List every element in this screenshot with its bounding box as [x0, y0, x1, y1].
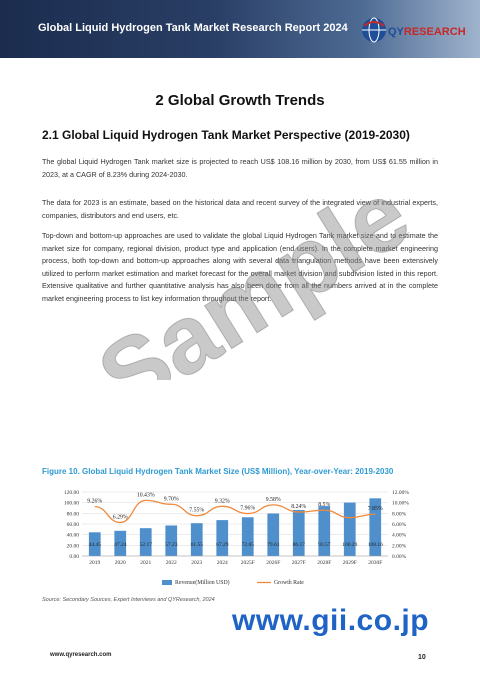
report-title: Global Liquid Hydrogen Tank Market Resea…: [38, 22, 348, 34]
revenue-bar: [216, 520, 229, 556]
logo-prefix: QY: [388, 26, 404, 38]
bar-value-label: 79.61: [267, 542, 280, 548]
growth-rate-label: 9.26%: [87, 499, 102, 505]
paragraph: The global Liquid Hydrogen Tank market s…: [42, 157, 438, 179]
bar-layer: [88, 498, 382, 556]
x-tick-label: 2020: [115, 560, 126, 566]
legend-growth-label: Growth Rate: [274, 580, 304, 586]
label-layer: 44.45 47.24 52.17 57.23 61.55 67.29 72.65 79.61…: [87, 492, 383, 548]
legend-revenue-swatch: [162, 580, 172, 585]
page-number: 10: [418, 654, 426, 661]
source-note: Source: Secondary Sources, Expert Interv…: [42, 597, 215, 603]
revenue-bar: [88, 532, 101, 556]
y-tick-label: 20.00: [67, 543, 80, 549]
section-title: 2.1 Global Liquid Hydrogen Tank Market P…: [42, 128, 410, 142]
growth-rate-label: 9.70%: [164, 496, 179, 502]
bar-value-label: 57.23: [165, 542, 178, 548]
bar-value-label: 86.17: [293, 542, 306, 548]
qyresearch-logo: QYRESEARCH: [360, 16, 466, 46]
growth-rate-label: 10.43%: [137, 492, 155, 498]
legend-revenue-label: Revenue(Million USD): [175, 579, 230, 586]
bar-value-label: 61.55: [191, 542, 204, 548]
growth-rate-label: 7.96%: [240, 506, 255, 512]
x-tick-label: 2030F: [368, 560, 382, 566]
revenue-bar: [114, 530, 127, 556]
x-tick-label: 2024: [217, 560, 228, 566]
x-tick-label: 2029F: [343, 560, 357, 566]
bar-value-label: 67.29: [216, 542, 229, 548]
axis-layer: 0.00 20.00 40.00 60.00 80.00 100.00 120.00 0.00…: [64, 490, 410, 566]
revenue-bar: [292, 510, 305, 556]
x-tick-label: 2026F: [266, 560, 280, 566]
growth-rate-label: 6.29%: [113, 514, 128, 520]
y2-tick-label: 0.00%: [392, 554, 407, 560]
y2-tick-label: 4.00%: [392, 533, 407, 539]
y-tick-label: 100.00: [64, 501, 79, 507]
bar-value-label: 72.65: [242, 542, 255, 548]
x-tick-label: 2021: [140, 560, 151, 566]
legend-layer: Revenue(Million USD) Growth Rate: [162, 579, 304, 586]
revenue-bar: [241, 517, 254, 556]
market-size-chart: 44.45 47.24 52.17 57.23 61.55 67.29 72.65 79.61…: [42, 484, 438, 594]
chapter-title: 2 Global Growth Trends: [155, 92, 325, 109]
globe-icon: [362, 17, 386, 43]
growth-rate-label: 8.5%: [318, 502, 330, 508]
x-tick-label: 2025F: [241, 560, 255, 566]
y-tick-label: 80.00: [67, 511, 80, 517]
bar-value-label: 108.16: [368, 542, 383, 548]
y-tick-label: 60.00: [67, 522, 80, 528]
revenue-bar: [165, 525, 178, 556]
revenue-bar: [267, 513, 280, 556]
y2-tick-label: 6.00%: [392, 522, 407, 528]
x-tick-label: 2023: [191, 560, 202, 566]
revenue-bar: [139, 528, 152, 556]
paragraph: The data for 2023 is an estimate, based …: [42, 198, 438, 220]
bar-value-label: 93.57: [318, 542, 331, 548]
y2-tick-label: 12.00%: [392, 490, 409, 496]
growth-rate-label: 9.58%: [266, 497, 281, 503]
growth-rate-label: 9.32%: [215, 498, 230, 504]
logo-text: QYRESEARCH: [388, 26, 466, 38]
report-header: Global Liquid Hydrogen Tank Market Resea…: [0, 0, 480, 58]
growth-rate-label: 8.24%: [291, 504, 306, 510]
bar-value-label: 47.24: [114, 542, 127, 548]
y-tick-label: 40.00: [67, 533, 80, 539]
chart-canvas: 44.45 47.24 52.17 57.23 61.55 67.29 72.65 79.61…: [64, 490, 410, 586]
growth-rate-label: 7.85%: [368, 506, 383, 512]
figure-caption: Figure 10. Global Liquid Hydrogen Tank M…: [42, 467, 394, 476]
revenue-bar: [318, 506, 331, 556]
logo-suffix: RESEARCH: [403, 26, 466, 38]
growth-rate-line: [94, 499, 376, 524]
revenue-bar: [369, 498, 382, 556]
bar-value-label: 52.17: [140, 542, 153, 548]
y2-tick-label: 2.00%: [392, 543, 407, 549]
y-tick-label: 0.00: [69, 554, 79, 560]
y-tick-label: 120.00: [64, 490, 79, 496]
line-layer: [94, 499, 376, 524]
revenue-bar: [190, 523, 203, 556]
bar-value-label: 100.29: [342, 542, 357, 548]
y2-tick-label: 10.00%: [392, 501, 409, 507]
footer-url: www.qyresearch.com: [50, 652, 112, 658]
gii-watermark-url: www.gii.co.jp: [232, 604, 430, 637]
bar-value-label: 44.45: [89, 542, 102, 548]
x-tick-label: 2022: [166, 560, 177, 566]
x-tick-label: 2027F: [292, 560, 306, 566]
y2-tick-label: 8.00%: [392, 511, 407, 517]
revenue-bar: [343, 502, 356, 556]
x-tick-label: 2019: [89, 560, 100, 566]
x-tick-label: 2028F: [317, 560, 331, 566]
paragraph: Top-down and bottom-up approaches are us…: [42, 231, 438, 303]
growth-rate-label: 7.55%: [189, 508, 204, 514]
